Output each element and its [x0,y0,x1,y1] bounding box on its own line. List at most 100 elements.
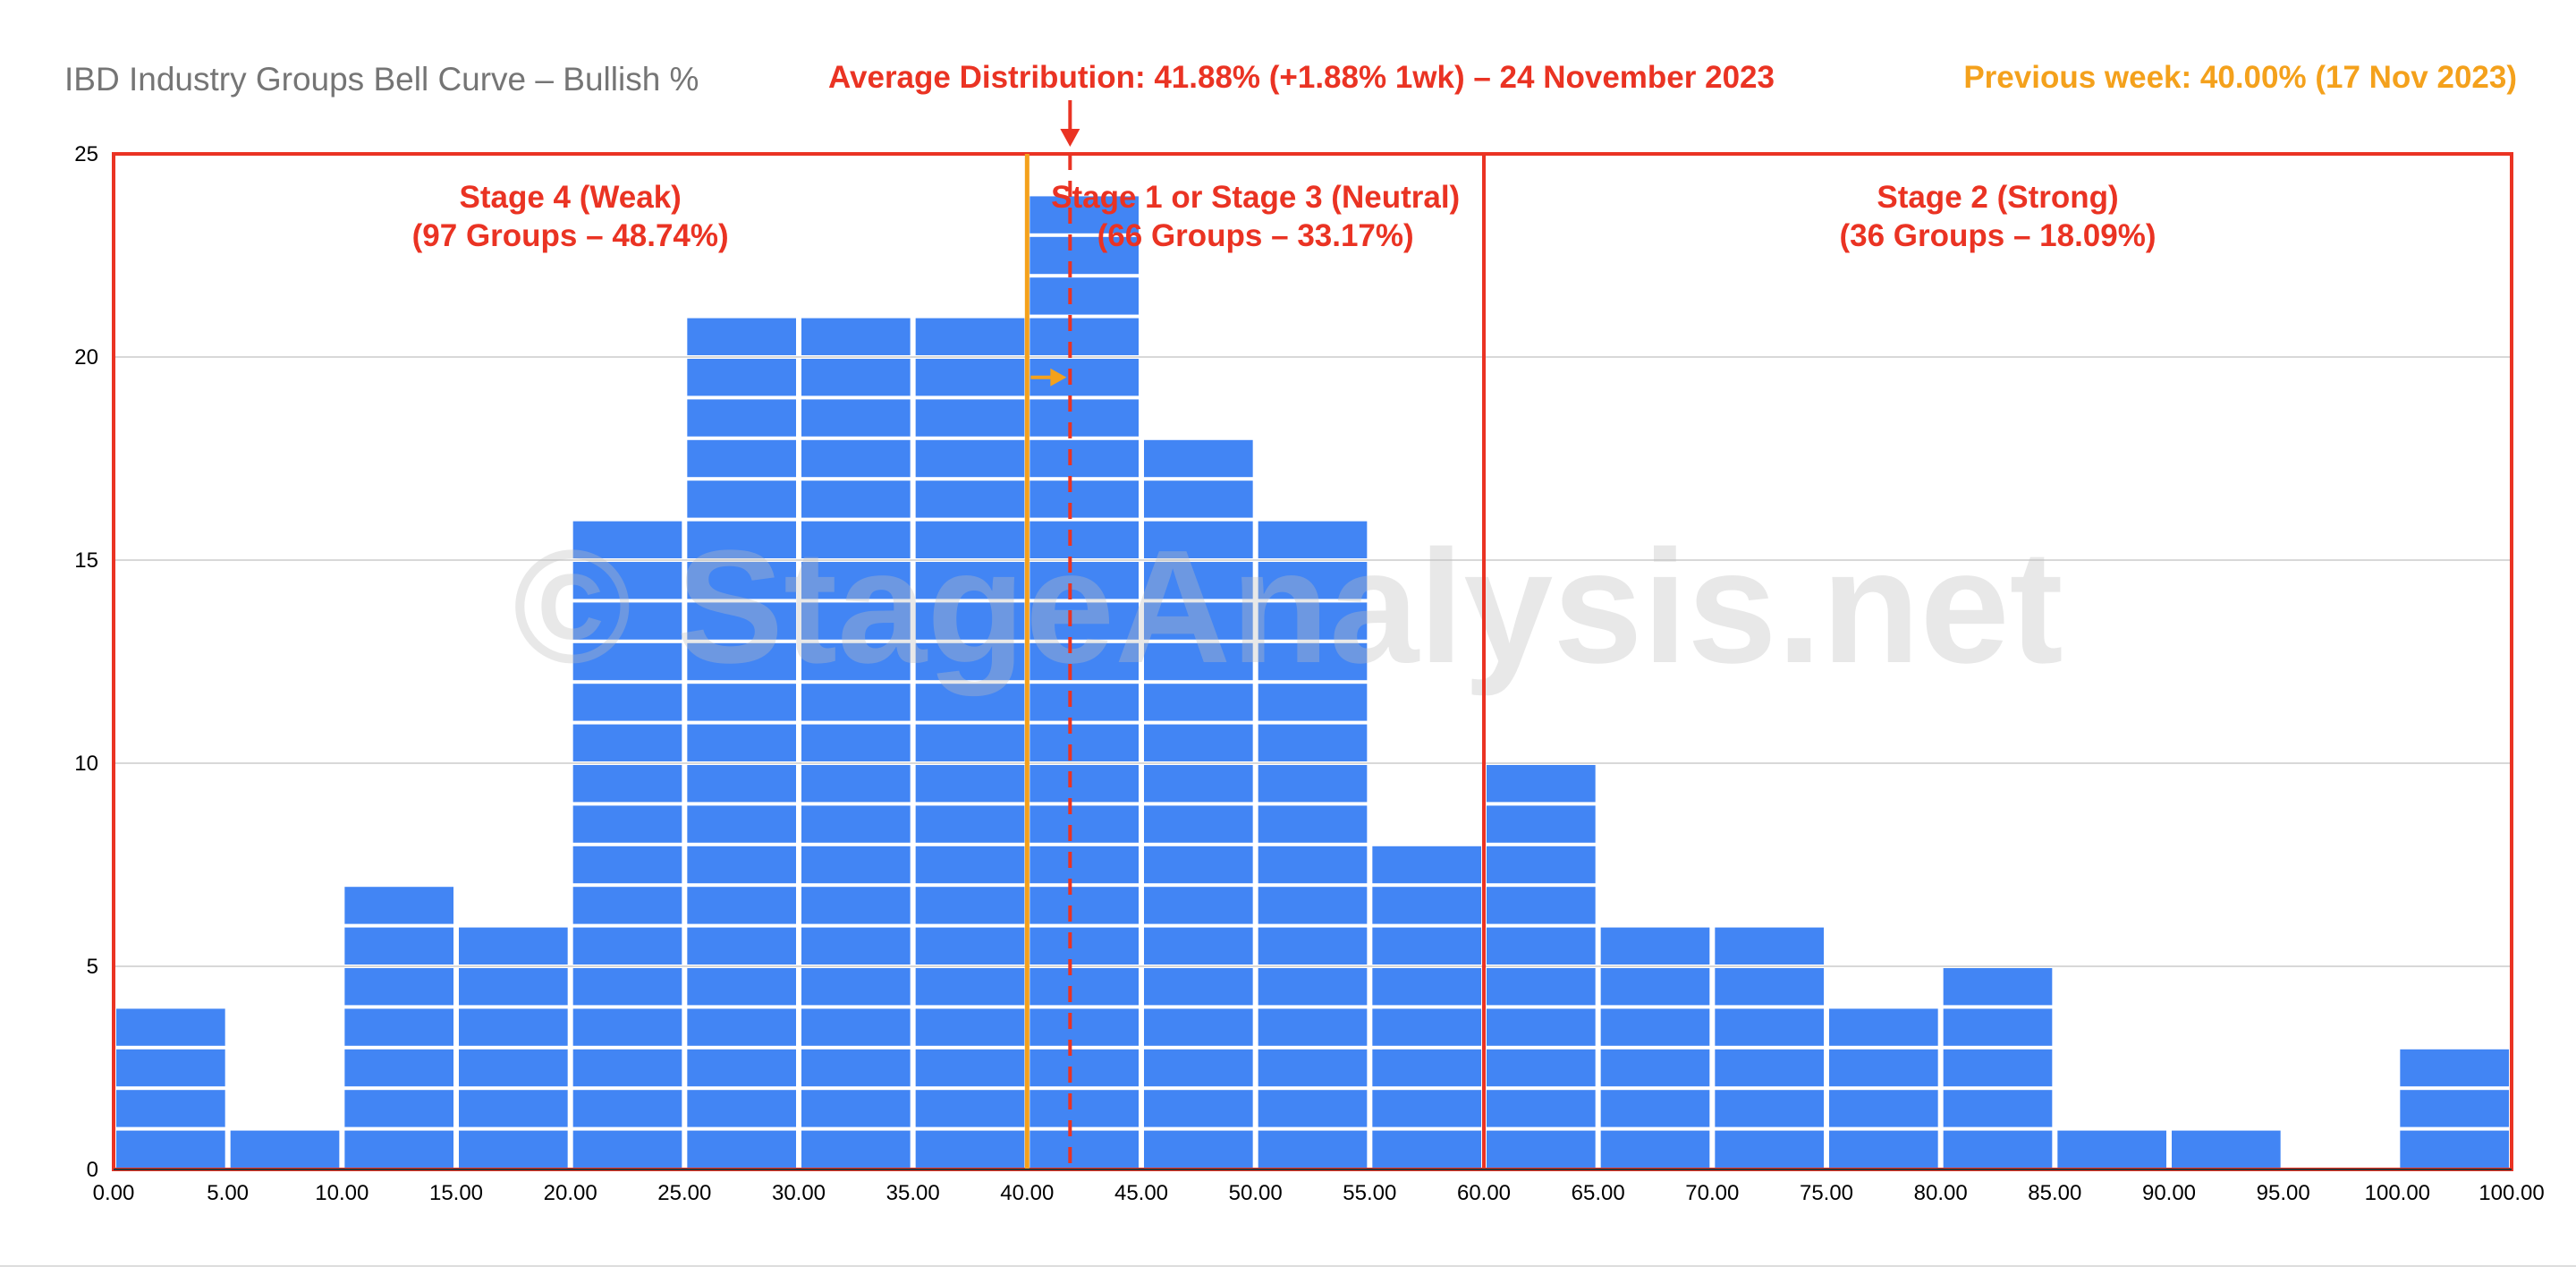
x-tick-label: 40.00 [1000,1181,1054,1205]
bar-unit-block [915,562,1025,599]
bar-unit-block [1144,765,1253,803]
bar-unit-block [1030,521,1139,558]
bar-unit-block [1030,236,1139,275]
bar-unit-block [572,846,682,884]
bar-unit-block [915,602,1025,640]
bar-unit-block [1258,1049,1368,1087]
bar-unit-block [915,724,1025,761]
bar-unit-block [801,724,911,761]
bar-unit-block [1715,1130,1824,1168]
bar-unit-block [1030,968,1139,1006]
bar-unit-block [572,1090,682,1127]
bar-unit-block [1372,887,1481,924]
bar-unit-block [687,968,796,1006]
bar-unit-block [1144,1130,1253,1168]
shift-arrow-right-icon [1050,368,1067,387]
bar-unit-block [1030,684,1139,721]
bar-unit-block [687,399,796,437]
bar-unit-block [459,927,568,965]
stage-label-count: (97 Groups – 48.74%) [412,218,729,253]
bar-unit-block [1030,399,1139,437]
bar-unit-block [2400,1130,2509,1168]
bar-unit-block [572,927,682,965]
bar-unit-block [687,318,796,355]
bar-unit-block [572,684,682,721]
y-tick-label: 20 [74,345,98,370]
bar-unit-block [687,1090,796,1127]
bar-unit-block [2400,1049,2509,1087]
x-tick-label: 65.00 [1572,1181,1625,1205]
average-arrow-down-icon [1060,129,1080,147]
x-tick-label: 10.00 [315,1181,369,1205]
bar-unit-block [687,359,796,396]
bar-unit-block [1600,968,1710,1006]
bar-unit-block [1030,642,1139,681]
bar-unit-block [801,846,911,884]
histogram-bar [344,887,453,1168]
bar-unit-block [344,1049,453,1087]
bar-unit-block [1829,1130,1938,1168]
bar-unit-block [1600,1090,1710,1127]
bar-unit-block [1829,1008,1938,1046]
bar-unit-block [344,1130,453,1168]
histogram-bar [1715,927,1824,1168]
histogram-bar [915,318,1025,1168]
bar-unit-block [1258,642,1368,681]
bar-unit-block [915,927,1025,965]
histogram-bar [801,318,911,1168]
bar-unit-block [1258,521,1368,558]
bar-unit-block [1487,1130,1596,1168]
bar-unit-block [2400,1090,2509,1127]
x-tick-label: 90.00 [2142,1181,2196,1205]
bar-unit-block [572,521,682,558]
average-distribution-headline: Average Distribution: 41.88% (+1.88% 1wk… [828,60,1775,95]
bar-unit-block [1030,1008,1139,1046]
bar-unit-block [1030,562,1139,599]
bar-unit-block [1487,927,1596,965]
histogram-bar [1258,521,1368,1168]
histogram-bar [1487,765,1596,1168]
bar-unit-block [801,399,911,437]
previous-week-label: Previous week: 40.00% (17 Nov 2023) [1963,60,2517,95]
bar-unit-block [915,846,1025,884]
bar-unit-block [801,684,911,721]
bar-unit-block [915,684,1025,721]
bar-unit-block [1943,968,2053,1006]
bar-unit-block [1144,968,1253,1006]
bar-unit-block [1030,724,1139,761]
bar-unit-block [572,602,682,640]
bar-unit-block [1144,602,1253,640]
bar-unit-block [1258,927,1368,965]
bar-unit-block [915,318,1025,355]
bar-unit-block [572,805,682,843]
bar-unit-block [801,968,911,1006]
bar-unit-block [801,359,911,396]
bottom-divider [0,1265,2576,1267]
histogram-bar [230,1130,340,1168]
marker-lines [1024,100,1080,1169]
bar-unit-block [1487,887,1596,924]
bar-unit-block [1030,480,1139,518]
bar-unit-block [1030,1130,1139,1168]
bar-unit-block [116,1008,225,1046]
histogram-bar [1030,196,1139,1168]
bar-unit-block [1600,1049,1710,1087]
x-tick-label: 100.00 [2365,1181,2430,1205]
bar-unit-block [1030,1049,1139,1087]
histogram-bar [459,927,568,1168]
histogram-bar [1372,846,1481,1168]
bar-unit-block [1372,1130,1481,1168]
chart-title: IBD Industry Groups Bell Curve – Bullish… [64,61,699,98]
bar-unit-block [1372,1008,1481,1046]
histogram-bar [1829,1008,1938,1168]
stage-label-count: (66 Groups – 33.17%) [1097,218,1414,253]
x-tick-label: 55.00 [1343,1181,1396,1205]
bar-unit-block [1487,765,1596,803]
bar-unit-block [1030,887,1139,924]
bar-unit-block [1372,927,1481,965]
bar-unit-block [230,1130,340,1168]
bar-unit-block [915,968,1025,1006]
bar-unit-block [687,480,796,518]
bar-unit-block [801,480,911,518]
bar-unit-block [344,887,453,924]
